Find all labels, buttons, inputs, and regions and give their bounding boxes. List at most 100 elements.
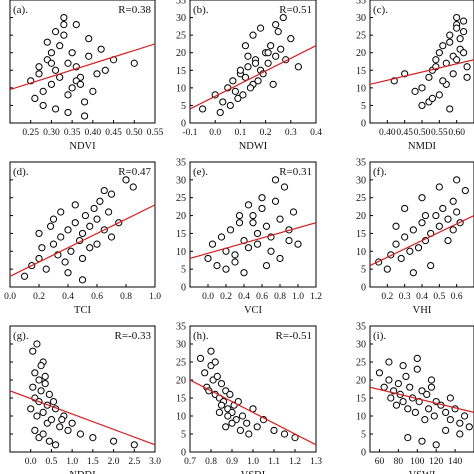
data-point (228, 419, 236, 427)
data-point (414, 244, 423, 252)
x-tick-label: 1.0 (247, 457, 259, 467)
x-tick-label: 0.2 (381, 292, 393, 302)
r-value-label: R=-0.33 (115, 330, 152, 342)
data-point (72, 21, 80, 29)
plot-frame (9, 325, 156, 453)
x-axis-label: TCI (74, 305, 91, 316)
data-point (37, 387, 45, 395)
y-tick-label: 5 (361, 101, 366, 112)
x-tick-label: 1.5 (87, 457, 99, 467)
data-point (42, 265, 50, 273)
y-tick-label: 25 (176, 31, 186, 42)
marks-layer (190, 347, 316, 446)
data-point (385, 358, 393, 366)
x-tick-label: 0.4 (62, 292, 74, 302)
x-tick-label: 120 (429, 457, 444, 467)
data-point (435, 183, 443, 191)
y-tick-label: 20 (176, 376, 186, 387)
data-point (238, 412, 247, 420)
y-tick-label: 25 (176, 358, 186, 369)
data-point (380, 383, 388, 391)
x-tick-label: -0.1 (182, 128, 197, 138)
panel-label: (i). (373, 330, 386, 342)
data-point (404, 405, 412, 413)
data-point (85, 52, 93, 60)
scatter-panel-8: 0 5 10 15 20 25 30 35 0.7 0.8 0.9 1.0 1.1 1.2 1.3 VSDI (… (176, 322, 322, 474)
x-axis-label: VSWI (409, 470, 436, 474)
y-tick-label: 5 (361, 430, 366, 441)
data-point (204, 254, 212, 263)
data-point (43, 38, 51, 46)
data-point (234, 94, 242, 103)
y-tick-label: 15 (176, 229, 186, 240)
data-point (215, 408, 223, 416)
data-point (289, 208, 298, 216)
x-tick-label: 0.40 (379, 128, 396, 138)
data-point (68, 84, 76, 92)
x-tick-label: 0.55 (147, 128, 164, 138)
y-tick-label: 35 (356, 0, 366, 7)
data-point (208, 240, 217, 248)
y-tick-label: 25 (356, 193, 366, 204)
data-point (392, 401, 401, 409)
data-point (67, 247, 75, 255)
x-tick-label: 0.50 (126, 128, 143, 138)
data-point (442, 426, 450, 434)
plot-frame (189, 0, 317, 124)
data-point (93, 240, 101, 248)
y-tick-label: 25 (356, 358, 366, 369)
data-point (392, 222, 400, 230)
x-tick-label: 1.0 (66, 457, 78, 467)
y-tick-label: 10 (356, 247, 366, 258)
scatter-panel-2: 0 5 10 15 20 25 30 35 -0.1 0.0 0.1 0.2 0.3 0.4 NDWI (b)… (176, 0, 322, 152)
data-point (78, 276, 87, 284)
x-tick-label: 1.1 (268, 457, 280, 467)
data-point (86, 222, 94, 230)
x-tick-label: 1.2 (310, 292, 322, 302)
data-point (401, 204, 409, 213)
x-axis-label: VSDI (241, 470, 266, 474)
data-point (239, 91, 247, 99)
data-point (449, 70, 457, 78)
scatter-panel-6: 0 5 10 15 20 25 30 35 0.2 0.3 0.4 0.5 0.6 VHI (f). (356, 158, 474, 316)
data-point (271, 176, 280, 184)
data-point (404, 434, 412, 442)
y-tick-label: 25 (356, 31, 366, 42)
data-point (406, 247, 414, 255)
data-point (256, 24, 265, 32)
data-point (47, 49, 56, 57)
regression-line (190, 379, 316, 446)
data-point (216, 108, 224, 117)
data-point (80, 98, 89, 106)
data-point (461, 186, 469, 195)
y-tick-label: 20 (176, 48, 186, 59)
y-tick-label: 20 (176, 211, 186, 222)
x-tick-label: 0.45 (105, 128, 122, 138)
x-tick-label: 0.0 (202, 292, 214, 302)
data-point (78, 254, 87, 263)
data-point (201, 369, 209, 377)
x-axis-label: VHI (413, 305, 432, 316)
data-point (249, 219, 257, 227)
data-point (57, 233, 65, 241)
y-tick-label: 10 (356, 83, 366, 94)
y-tick-label: 30 (176, 175, 186, 186)
data-point (130, 59, 138, 67)
data-point (418, 219, 426, 227)
data-point (463, 63, 471, 71)
data-point (277, 45, 285, 53)
data-point (207, 347, 215, 355)
data-point (244, 244, 253, 252)
data-point (130, 441, 138, 449)
data-point (107, 233, 116, 241)
scatter-panel-7: 0.0 0.5 1.0 1.5 2.0 2.5 3.0 NDDI (g). R=-0.33 (9, 325, 161, 474)
data-point (245, 430, 253, 438)
data-point (236, 66, 244, 74)
y-tick-label: 10 (176, 247, 186, 258)
data-point (243, 419, 251, 427)
regression-line (190, 45, 316, 110)
y-tick-label: 30 (356, 13, 366, 24)
data-point (279, 13, 287, 22)
data-point (399, 362, 407, 370)
data-point (460, 17, 468, 25)
